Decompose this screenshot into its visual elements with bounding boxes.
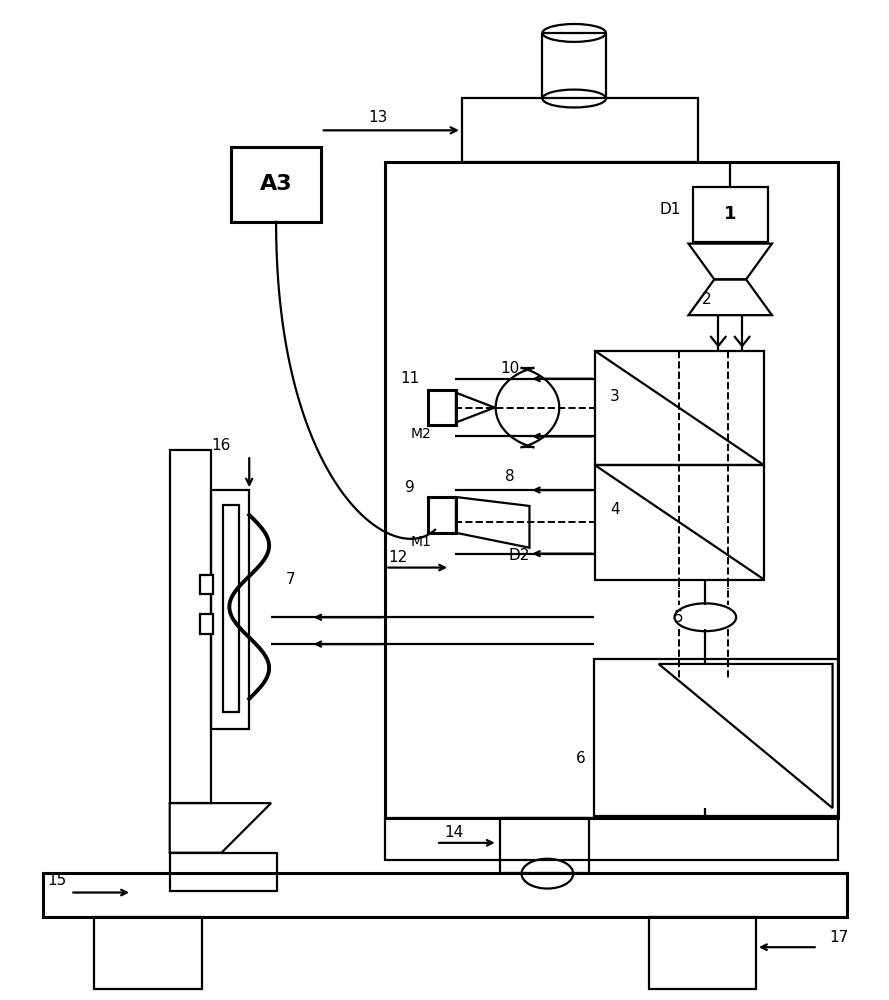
Bar bbox=[199, 575, 213, 594]
Text: 16: 16 bbox=[212, 438, 231, 453]
Text: 6: 6 bbox=[576, 751, 586, 766]
Bar bbox=[212, 490, 249, 729]
Text: 17: 17 bbox=[829, 930, 849, 945]
Text: 5: 5 bbox=[674, 610, 684, 625]
Text: 10: 10 bbox=[500, 361, 519, 376]
Text: 15: 15 bbox=[47, 873, 66, 888]
Text: 3: 3 bbox=[610, 389, 620, 404]
Bar bbox=[428, 497, 456, 533]
Text: 4: 4 bbox=[610, 502, 620, 517]
Bar bbox=[595, 351, 764, 465]
Bar bbox=[500, 818, 589, 873]
Text: A3: A3 bbox=[260, 174, 292, 194]
Bar bbox=[223, 505, 239, 712]
Bar bbox=[231, 147, 321, 222]
Text: 7: 7 bbox=[286, 572, 296, 587]
Bar bbox=[199, 614, 213, 634]
Text: 1: 1 bbox=[724, 205, 736, 223]
Bar bbox=[693, 187, 768, 242]
Text: D2: D2 bbox=[509, 548, 530, 563]
Text: D1: D1 bbox=[660, 202, 681, 217]
Bar bbox=[649, 917, 756, 989]
Bar bbox=[94, 917, 202, 989]
Bar bbox=[170, 450, 212, 803]
Bar bbox=[43, 873, 847, 917]
Bar bbox=[170, 853, 277, 891]
Text: 12: 12 bbox=[388, 550, 408, 565]
Text: 14: 14 bbox=[444, 825, 463, 840]
Text: 11: 11 bbox=[401, 371, 420, 386]
Bar bbox=[462, 98, 699, 162]
Bar bbox=[428, 390, 456, 425]
Text: 9: 9 bbox=[405, 480, 415, 495]
Bar bbox=[595, 465, 764, 580]
Bar bbox=[594, 659, 837, 816]
Text: M2: M2 bbox=[411, 427, 431, 441]
Bar bbox=[385, 162, 837, 818]
Text: 2: 2 bbox=[701, 292, 711, 307]
Bar bbox=[385, 818, 837, 860]
Text: 13: 13 bbox=[369, 110, 388, 125]
Text: 8: 8 bbox=[505, 469, 515, 484]
Text: M1: M1 bbox=[411, 535, 431, 549]
